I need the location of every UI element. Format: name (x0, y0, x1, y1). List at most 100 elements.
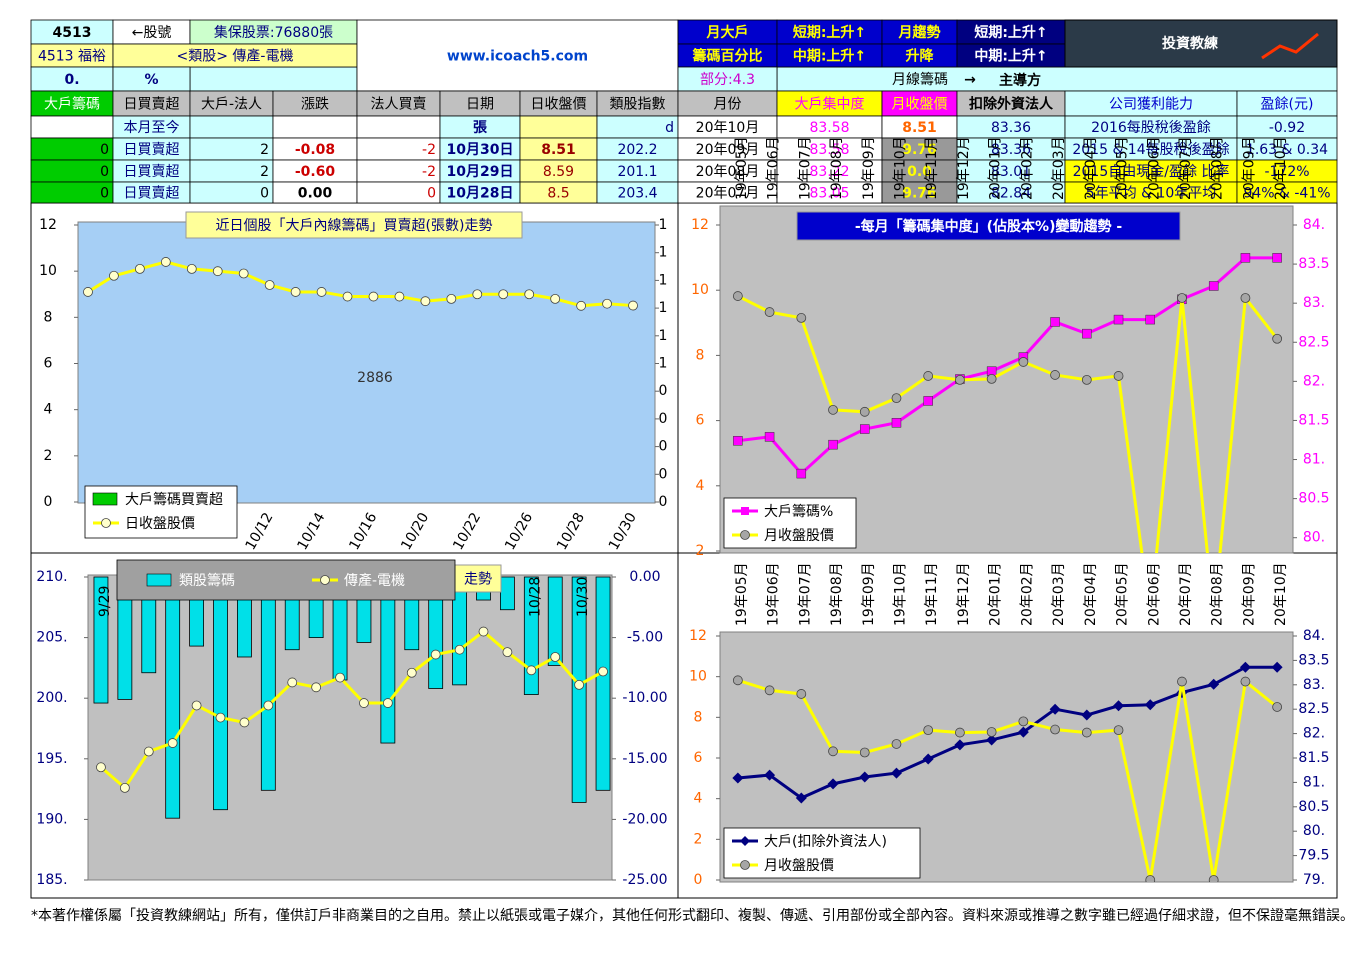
y-tick-label: 10 (691, 282, 709, 298)
marker (923, 725, 934, 736)
marker (335, 672, 345, 683)
x-tick-label: 20年10月 (1273, 136, 1289, 200)
marker (923, 396, 933, 406)
logo-text: 投資教練 (1162, 35, 1218, 52)
header-text: 月趨勢 (898, 24, 941, 41)
y-tick-label: 210. (36, 569, 67, 585)
marker (1240, 253, 1251, 263)
header-text: <類股> 傳產-電機 (177, 48, 294, 65)
cell (881, 90, 958, 117)
x-tick-label: 19年12月 (956, 136, 972, 200)
table-cell: 10月28日 (447, 186, 514, 202)
header-text: www.icoach5.com (447, 49, 588, 65)
table-cell: 2016每股稅後盈餘 (1091, 119, 1211, 136)
y-tick-label: 0 (44, 494, 53, 510)
marker (1239, 661, 1251, 673)
table-cell: 8.5 (547, 186, 569, 202)
chart-title: 近日個股「大戶內線籌碼」買賣超(張數)走勢 (216, 218, 493, 234)
table-cell: 83.22 (809, 164, 849, 180)
y-tick-label: 83. (1303, 677, 1325, 693)
header-text: 集保股票:76880張 (214, 24, 333, 41)
y-tick-label: 82. (1303, 726, 1325, 742)
marker (859, 771, 871, 783)
chart: 2 4 6 8 10 12 80. 80.5 81. 81.5 82. 82.5 83. 83.5 84. 1… (691, 136, 1330, 559)
cell (356, 115, 441, 139)
table-cell: 2 (260, 164, 269, 180)
header-text: → (964, 72, 976, 88)
x-tick-label: 19年09月 (861, 136, 877, 200)
cell (956, 90, 1066, 117)
chart-title: -每月「籌碼集中度」(佔股本%)變動趨勢 - (855, 218, 1123, 235)
marker (239, 717, 250, 728)
table-cell: 0 (100, 164, 109, 180)
marker (454, 644, 465, 655)
cell (112, 19, 191, 45)
marker (922, 753, 934, 765)
cell (519, 90, 598, 117)
marker (1208, 678, 1220, 690)
marker (1272, 702, 1283, 712)
legend-label: 大戶籌碼買賣超 (125, 492, 223, 508)
chart: 185. 190. 195. 200. 205. 210. -25.00 -20.00 -15.… (36, 559, 668, 888)
x-tick-label: 20年05月 (1115, 562, 1131, 626)
table-cell: 日買賣超 (124, 142, 180, 158)
marker (212, 266, 223, 277)
line (737, 665, 1278, 800)
marker (498, 289, 509, 300)
marker (986, 373, 997, 384)
legend (116, 559, 456, 601)
marker (1113, 371, 1124, 381)
cell (677, 90, 778, 117)
x-tick-label: 20年10月 (1273, 562, 1289, 626)
marker (342, 291, 353, 302)
marker (796, 689, 807, 699)
x-tick-label: 19年08月 (829, 136, 845, 200)
column-header: 大戶籌碼 (44, 97, 100, 113)
column-header: 盈餘(元) (1261, 96, 1314, 113)
marker (1050, 370, 1060, 380)
header-text: 月大戶 (706, 24, 749, 41)
bar (260, 576, 276, 791)
marker (1144, 699, 1156, 711)
y-tick-label: 82.5 (1298, 334, 1329, 350)
x-tick-label: 10/28 (527, 577, 543, 617)
x-tick-label: 20年01月 (988, 136, 1004, 200)
line (99, 629, 604, 791)
marker (732, 772, 744, 784)
y-tick-label: 205. (36, 630, 67, 646)
y-tick-label: 1 (659, 217, 668, 233)
plot (732, 253, 1283, 553)
table-cell: 2 (260, 142, 269, 158)
marker (1113, 725, 1124, 736)
y-tick-label: 6 (694, 750, 703, 766)
table-cell: -172% (1264, 164, 1309, 180)
marker (733, 436, 743, 446)
title-box (185, 211, 523, 239)
marker (526, 665, 537, 676)
cell (356, 19, 679, 92)
column-header: 大戶-法人 (201, 97, 262, 113)
y-tick-label: 83.5 (1298, 256, 1329, 272)
marker (891, 418, 902, 428)
marker (1018, 357, 1029, 367)
column-header: 日期 (466, 97, 494, 113)
x-tick-label: 20年01月 (988, 562, 1004, 626)
marker (732, 675, 743, 686)
marker (394, 291, 405, 302)
column-header: 扣除外資法人 (969, 96, 1054, 113)
y-tick-label: 2 (696, 543, 705, 559)
x-tick-label: 19年06月 (766, 136, 782, 200)
y-tick-label: 81.5 (1298, 412, 1329, 428)
title-box (454, 564, 502, 593)
y-tick-label: 6 (696, 413, 705, 429)
y-tick-label: 1 (659, 272, 668, 288)
annotation: 2886 (357, 370, 393, 386)
x-tick-label: 10/30 (575, 577, 591, 617)
y-tick-label: 80.5 (1298, 799, 1329, 815)
table-cell: 20年07月 (696, 186, 760, 202)
legend-label: 大戶籌碼% (764, 504, 833, 520)
marker (96, 762, 106, 773)
marker (1082, 328, 1092, 339)
marker (1272, 333, 1283, 344)
table-cell: 83.36 (991, 142, 1031, 158)
